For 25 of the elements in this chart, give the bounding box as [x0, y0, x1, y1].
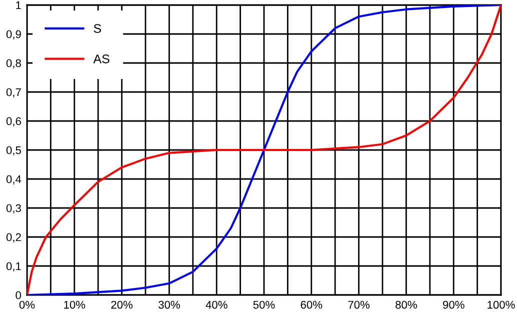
x-tick-label: 100% — [488, 300, 515, 309]
y-tick-label: 0,4 — [6, 175, 22, 184]
x-tick-label: 0% — [19, 300, 35, 309]
x-tick-label: 30% — [158, 300, 180, 309]
y-tick-label: 0,2 — [6, 233, 21, 242]
y-tick-label: 0,6 — [6, 117, 21, 126]
x-tick-label: 90% — [443, 300, 464, 309]
legend-label: S — [94, 24, 102, 33]
line-series — [27, 5, 501, 295]
x-tick-label: 10% — [64, 300, 86, 309]
x-tick-label: 70% — [348, 300, 370, 309]
y-tick-label: 0,1 — [6, 262, 21, 272]
y-tick-label: 0,3 — [6, 204, 21, 214]
x-tick-label: 20% — [111, 300, 133, 309]
y-tick-label: 0 — [16, 291, 22, 300]
y-tick-label: 1 — [16, 1, 21, 10]
x-tick-label: 80% — [396, 300, 417, 309]
y-tick-label: 0,9 — [6, 30, 21, 40]
legend-label: AS — [93, 54, 110, 64]
x-tick-label: 40% — [206, 300, 228, 309]
x-tick-label: 60% — [300, 300, 322, 309]
x-tick-label: 50% — [253, 300, 275, 309]
y-tick-label: 0,7 — [6, 88, 21, 98]
y-tick-label: 0,8 — [6, 59, 21, 68]
y-tick-label: 0,5 — [6, 146, 21, 156]
